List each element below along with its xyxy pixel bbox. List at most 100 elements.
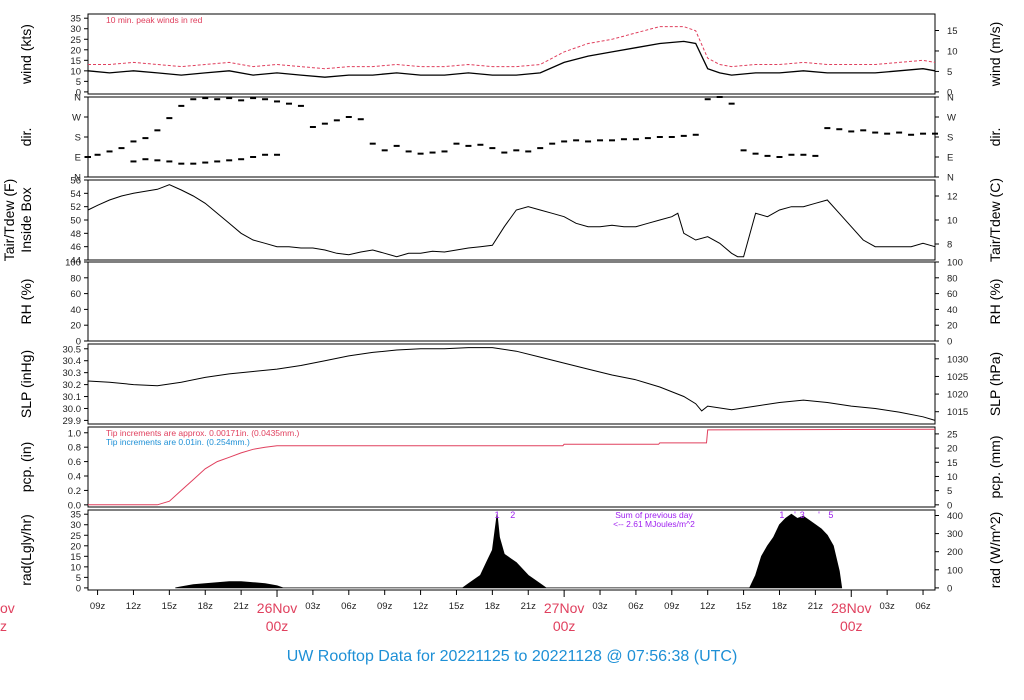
rad-right-tick-label: 0 — [947, 583, 952, 594]
rad-left-tick-label: 20 — [70, 541, 81, 552]
rh-right-tick-label: 100 — [947, 258, 963, 269]
rad-left-axis-title: rad(Lgly/hr) — [18, 514, 34, 586]
wind-series-line — [88, 26, 936, 70]
temp-left-tick-label: 54 — [70, 189, 81, 200]
slp-left-tick-label: 30.4 — [63, 356, 82, 367]
x-tick-label: 12z — [126, 601, 142, 612]
rh-panel-frame — [87, 261, 936, 342]
rad-right-tick-label: 300 — [947, 529, 963, 540]
x-date-time-label: 00z — [553, 618, 576, 634]
x-date-time-label: 00z — [266, 618, 289, 634]
rad-peak-marker: 5 — [828, 510, 833, 520]
rad-peak-marker: 1 — [779, 510, 784, 520]
x-date-time-label: 00z — [840, 618, 863, 634]
slp-left-axis-title: SLP (inHg) — [18, 350, 34, 418]
rh-right-tick-label: 0 — [947, 337, 952, 348]
wind-left-tick-label: 20 — [70, 45, 81, 56]
wind-left-tick-label: 0 — [76, 87, 81, 98]
pcp-left-tick-label: 0.4 — [68, 472, 81, 483]
rh-right-tick-label: 80 — [947, 273, 958, 284]
wind-annotation: 10 min. peak winds in red — [106, 15, 203, 25]
rh-left-tick-label: 40 — [70, 305, 81, 316]
rad-right-tick-label: 100 — [947, 565, 963, 576]
slp-right-tick-label: 1025 — [947, 372, 968, 383]
slp-left-tick-label: 30.5 — [63, 344, 82, 355]
wind-right-tick-label: 0 — [947, 87, 952, 98]
pcp-right-tick-label: 5 — [947, 486, 952, 497]
pcp-right-tick-label: 15 — [947, 458, 958, 469]
x-tick-label: 18z — [198, 601, 214, 612]
x-tick-label: 09z — [90, 601, 106, 612]
rad-right-tick-label: 200 — [947, 547, 963, 558]
pcp-right-axis-title: pcp. (mm) — [987, 436, 1003, 499]
x-tick-label: 21z — [521, 601, 537, 612]
temp-left-axis-title: Tair/Tdew (F) — [1, 179, 17, 261]
temp-left-tick-label: 56 — [70, 176, 81, 187]
slp-right-tick-label: 1030 — [947, 354, 968, 365]
x-tick-label: 03z — [305, 601, 321, 612]
x-tick-label: 15z — [162, 601, 178, 612]
rh-left-tick-label: 0 — [76, 337, 81, 348]
x-tick-label: 18z — [772, 601, 788, 612]
slp-left-tick-label: 30.3 — [63, 368, 82, 379]
x-date-label: 27Nov — [544, 600, 584, 616]
x-tick-label: 09z — [664, 601, 680, 612]
x-date-label: 26Nov — [257, 600, 297, 616]
x-tick-label: 03z — [879, 601, 895, 612]
rad-annotation: Sum of previous day — [615, 510, 693, 520]
wind-series-line — [87, 40, 936, 78]
x-tick-label: 06z — [628, 601, 644, 612]
slp-panel-frame — [87, 343, 936, 425]
dir-right-tick-label: N — [947, 93, 954, 104]
wind-left-tick-label: 5 — [76, 77, 81, 88]
rad-peak-marker: 3 — [800, 510, 805, 520]
pcp-left-tick-label: 1.0 — [68, 428, 81, 439]
temp-right-tick-label: 12 — [947, 192, 958, 203]
pcp-left-tick-label: 0.2 — [68, 486, 81, 497]
slp-right-axis-title: SLP (hPa) — [987, 352, 1003, 416]
x-tick-label: 15z — [736, 601, 752, 612]
x-date-label: 28Nov — [831, 600, 871, 616]
temp-left-tick-label: 48 — [70, 229, 81, 240]
wind-left-axis-title: wind (kts) — [18, 24, 34, 85]
rad-left-tick-label: 10 — [70, 562, 81, 573]
pcp-series-line — [88, 428, 936, 506]
slp-series-line — [87, 347, 936, 421]
x-tick-label: 06z — [915, 601, 931, 612]
x-date-edge-fragment-time: z — [0, 618, 7, 634]
rad-series-area — [175, 513, 843, 589]
rad-peak-marker: 2 — [510, 510, 515, 520]
temp-left-tick-label: 52 — [70, 202, 81, 213]
temp-left-axis-title-2: Inside Box — [18, 187, 34, 252]
rh-left-tick-label: 100 — [65, 258, 81, 269]
dir-left-tick-label: N — [74, 173, 81, 184]
temp-panel-frame — [87, 179, 936, 261]
rad-left-tick-label: 25 — [70, 531, 81, 542]
pcp-right-tick-label: 10 — [947, 472, 958, 483]
rad-left-tick-label: 30 — [70, 520, 81, 531]
x-tick-label: 06z — [341, 601, 357, 612]
slp-left-tick-label: 30.0 — [63, 404, 82, 415]
temp-series-line — [87, 184, 936, 258]
rh-left-tick-label: 80 — [70, 273, 81, 284]
rad-panel-frame — [87, 509, 936, 591]
pcp-right-tick-label: 0 — [947, 500, 952, 511]
dir-left-tick-label: E — [75, 153, 81, 164]
x-tick-label: 09z — [377, 601, 393, 612]
temp-right-tick-label: 10 — [947, 216, 958, 227]
slp-left-tick-label: 30.1 — [63, 392, 82, 403]
x-tick-label: 21z — [233, 601, 249, 612]
wind-left-tick-label: 30 — [70, 24, 81, 35]
wind-left-tick-label: 10 — [70, 66, 81, 77]
dir-left-tick-label: W — [72, 113, 81, 124]
pcp-left-tick-label: 0.0 — [68, 500, 81, 511]
temp-left-tick-label: 44 — [70, 256, 81, 267]
pcp-right-tick-label: 25 — [947, 429, 958, 440]
dir-left-tick-label: S — [75, 133, 81, 144]
x-date-edge-fragment: ov — [0, 600, 15, 616]
rad-right-tick-label: 400 — [947, 511, 963, 522]
wind-right-tick-label: 10 — [947, 46, 958, 57]
slp-left-tick-label: 29.9 — [63, 416, 82, 427]
temp-left-tick-label: 50 — [70, 216, 81, 227]
